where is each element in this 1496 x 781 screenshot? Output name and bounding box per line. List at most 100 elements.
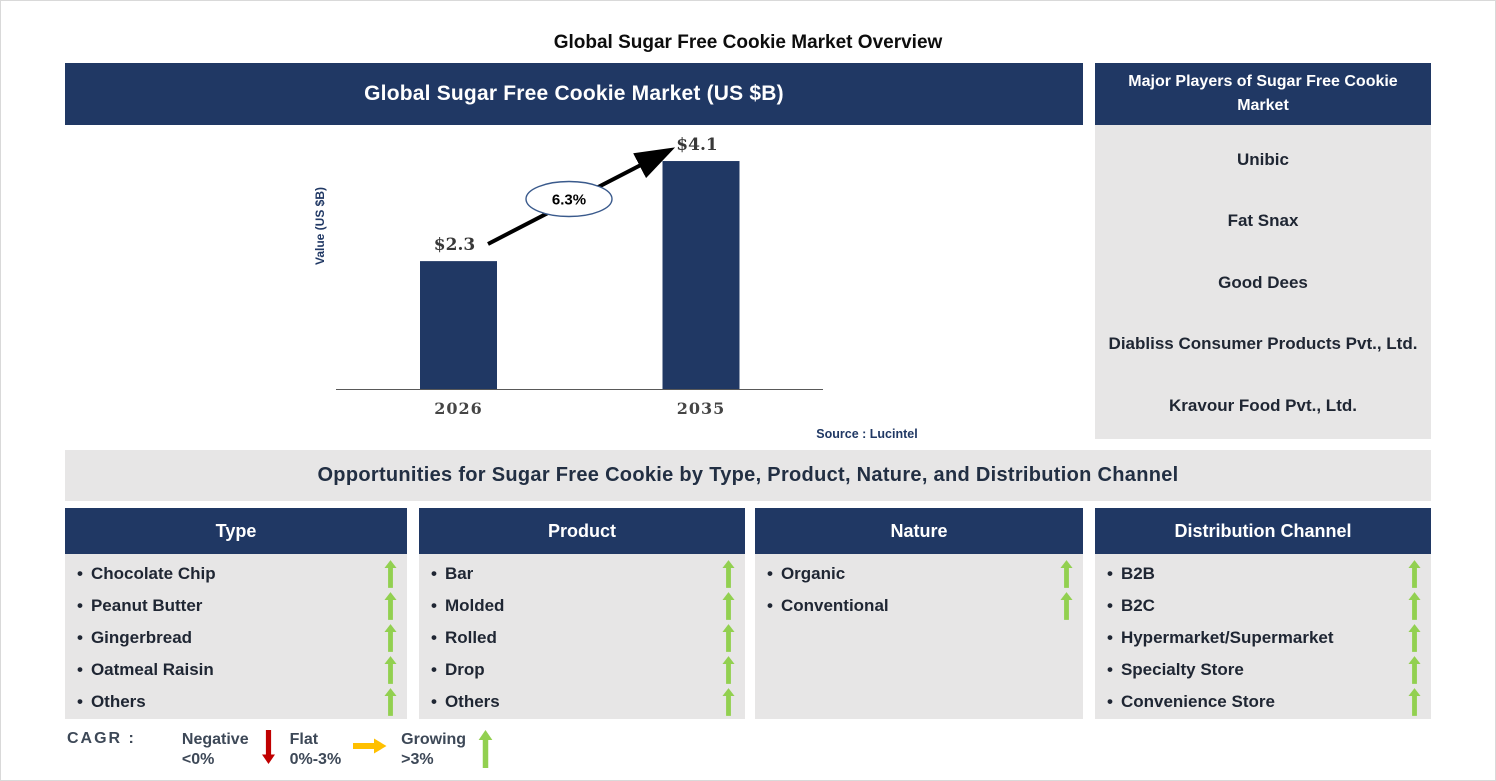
up-arrow-icon bbox=[1060, 592, 1073, 620]
legend-entry-flat-text: Flat 0%-3% bbox=[290, 730, 342, 770]
list-item-label: Specialty Store bbox=[1120, 660, 1244, 679]
player-item: Good Dees bbox=[1218, 272, 1308, 292]
x-axis-tick-label: 2026 bbox=[434, 399, 483, 418]
y-axis-label: Value (US $B) bbox=[313, 187, 327, 265]
source-label: Source : Lucintel bbox=[816, 427, 917, 441]
list-item: • Molded bbox=[431, 590, 735, 622]
cagr-legend: CAGR : Negative <0% Flat 0%-3% bbox=[67, 730, 493, 770]
up-arrow-icon bbox=[384, 560, 397, 588]
market-chart-panel: Global Sugar Free Cookie Market (US $B) … bbox=[65, 63, 1083, 446]
bar-chart-svg: Value (US $B) $2.3 2026 $4.1 2035 6.3% Sour… bbox=[313, 135, 918, 441]
list-item: • Organic bbox=[767, 558, 1073, 590]
bar-labels-group: $2.3 2026 $4.1 2035 bbox=[434, 135, 726, 418]
list-item-label: Gingerbread bbox=[90, 628, 193, 647]
column-distribution-channel-header: Distribution Channel bbox=[1095, 508, 1431, 554]
list-item: • Others bbox=[431, 686, 735, 718]
cagr-ellipse bbox=[525, 180, 613, 218]
player-item: Fat Snax bbox=[1227, 211, 1299, 231]
up-arrow-icon bbox=[1060, 560, 1073, 588]
chart-panel-header: Global Sugar Free Cookie Market (US $B) bbox=[65, 63, 1083, 125]
list-item-label: B2C bbox=[1120, 596, 1155, 615]
bullet-icon: • bbox=[1107, 660, 1113, 679]
up-arrow-icon bbox=[1408, 656, 1421, 684]
legend-flat-name: Flat bbox=[289, 731, 319, 748]
column-product: Product • Bar • Molded • Rolled • Drop • Others bbox=[419, 508, 745, 719]
page-title: Global Sugar Free Cookie Market Overview bbox=[553, 32, 943, 53]
bar-value-label: $2.3 bbox=[434, 235, 475, 255]
list-item-label: Chocolate Chip bbox=[90, 564, 216, 583]
opportunities-banner: Opportunities for Sugar Free Cookie by T… bbox=[65, 450, 1431, 501]
list-item-label: Drop bbox=[444, 660, 485, 679]
player-item: Diabliss Consumer Products Pvt., Ltd. bbox=[1108, 334, 1418, 354]
x-axis-tick-label: 2035 bbox=[677, 399, 726, 418]
legend-growing-name: Growing bbox=[401, 731, 467, 748]
column-nature-list: • Organic • Conventional bbox=[755, 554, 1083, 719]
bars-group bbox=[420, 161, 740, 389]
column-product-list: • Bar • Molded • Rolled • Drop • Others bbox=[419, 554, 745, 719]
up-arrow-icon bbox=[384, 656, 397, 684]
list-item: • Others bbox=[77, 686, 397, 718]
bullet-icon: • bbox=[767, 596, 773, 615]
column-type-list: • Chocolate Chip • Peanut Butter • Gingerbrea… bbox=[65, 554, 407, 719]
list-item: • Chocolate Chip bbox=[77, 558, 397, 590]
list-item-label: Hypermarket/Supermarket bbox=[1120, 628, 1334, 647]
bullet-icon: • bbox=[431, 628, 437, 647]
bullet-icon: • bbox=[1107, 596, 1113, 615]
list-item-label: Peanut Butter bbox=[90, 596, 203, 615]
list-item: • Drop bbox=[431, 654, 735, 686]
column-distribution-channel-list: • B2B • B2C • Hypermarket/Supermarket • Special… bbox=[1095, 554, 1431, 719]
list-item-label: Bar bbox=[444, 564, 474, 583]
legend-entry-growing-text: Growing >3% bbox=[401, 730, 466, 770]
bullet-icon: • bbox=[77, 596, 83, 615]
list-item-label: Molded bbox=[444, 596, 505, 615]
up-arrow-icon bbox=[1408, 688, 1421, 716]
bullet-icon: • bbox=[77, 628, 83, 647]
list-item-label: Convenience Store bbox=[1120, 692, 1275, 711]
list-item: • B2C bbox=[1107, 590, 1421, 622]
list-item-label: Conventional bbox=[780, 596, 889, 615]
major-players-list: Unibic Fat Snax Good Dees Diabliss Consumer… bbox=[1095, 125, 1431, 439]
up-arrow-icon bbox=[384, 624, 397, 652]
bullet-icon: • bbox=[1107, 692, 1113, 711]
column-type: Type • Chocolate Chip • Peanut Butter • Ginge… bbox=[65, 508, 407, 719]
player-item: Kravour Food Pvt., Ltd. bbox=[1169, 395, 1357, 415]
down-arrow-icon bbox=[261, 730, 276, 764]
list-item: • Conventional bbox=[767, 590, 1073, 622]
list-item-label: Oatmeal Raisin bbox=[90, 660, 214, 679]
major-players-panel: Major Players of Sugar Free Cookie Marke… bbox=[1095, 63, 1431, 439]
bullet-icon: • bbox=[1107, 564, 1113, 583]
legend-entry-growing: Growing >3% bbox=[401, 730, 493, 770]
up-arrow-icon bbox=[1408, 560, 1421, 588]
list-item: • B2B bbox=[1107, 558, 1421, 590]
player-item: Unibic bbox=[1237, 150, 1289, 169]
list-item-label: Others bbox=[444, 692, 500, 711]
bullet-icon: • bbox=[767, 564, 773, 583]
bullet-icon: • bbox=[1107, 628, 1113, 647]
list-item: • Hypermarket/Supermarket bbox=[1107, 622, 1421, 654]
cagr-value: 6.3% bbox=[552, 192, 586, 209]
list-item: • Oatmeal Raisin bbox=[77, 654, 397, 686]
list-item: • Rolled bbox=[431, 622, 735, 654]
legend-entry-flat: Flat 0%-3% bbox=[290, 730, 388, 770]
list-item-label: Organic bbox=[780, 564, 846, 583]
bullet-icon: • bbox=[77, 564, 83, 583]
bar-2035 bbox=[662, 161, 740, 389]
up-arrow-icon bbox=[384, 688, 397, 716]
up-arrow-icon bbox=[722, 592, 735, 620]
up-arrow-icon bbox=[722, 624, 735, 652]
up-arrow-icon bbox=[1408, 624, 1421, 652]
up-arrow-icon bbox=[478, 730, 493, 768]
column-nature: Nature • Organic • Conventional bbox=[755, 508, 1083, 719]
up-arrow-icon bbox=[722, 688, 735, 716]
bullet-icon: • bbox=[431, 596, 437, 615]
list-item-label: Others bbox=[90, 692, 146, 711]
list-item: • Convenience Store bbox=[1107, 686, 1421, 718]
column-nature-header: Nature bbox=[755, 508, 1083, 554]
bullet-icon: • bbox=[431, 564, 437, 583]
list-item: • Specialty Store bbox=[1107, 654, 1421, 686]
list-item: • Gingerbread bbox=[77, 622, 397, 654]
legend-growing-range: >3% bbox=[401, 751, 434, 768]
column-product-header: Product bbox=[419, 508, 745, 554]
up-arrow-icon bbox=[1408, 592, 1421, 620]
